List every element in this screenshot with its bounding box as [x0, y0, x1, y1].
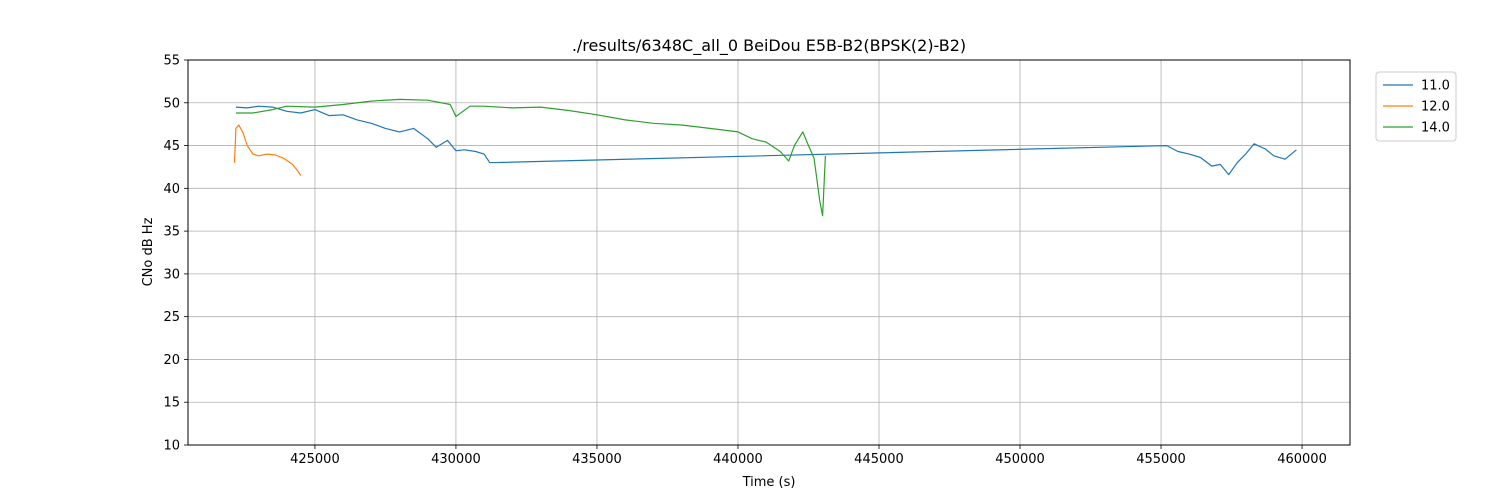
- legend-label: 12.0: [1421, 100, 1450, 115]
- series-line-14-0: [235, 98, 826, 217]
- plot-frame: [187, 59, 1351, 446]
- series-line-12-0: [233, 124, 302, 176]
- x-tick-label: 445000: [854, 452, 904, 467]
- x-axis-label: Time (s): [742, 475, 796, 490]
- ticks: 425000 430000 435000 440000 445000 450000 4550…: [163, 54, 1326, 468]
- legend-label: 11.0: [1421, 79, 1450, 94]
- legend: 11.0 12.0 14.0: [1375, 71, 1457, 142]
- series-layer: [233, 98, 1297, 217]
- y-tick-label: 40: [163, 182, 180, 197]
- legend-label: 14.0: [1421, 121, 1450, 136]
- chart-title: ./results/6348C_all_0 BeiDou E5B-B2(BPSK…: [572, 36, 966, 56]
- y-tick-label: 50: [163, 96, 180, 111]
- y-tick-label: 10: [163, 439, 180, 454]
- y-tick-label: 15: [163, 396, 180, 411]
- y-tick-label: 45: [163, 139, 180, 154]
- x-tick-label: 425000: [290, 452, 340, 467]
- x-tick-label: 450000: [995, 452, 1045, 467]
- y-tick-label: 20: [163, 353, 180, 368]
- x-tick-label: 430000: [431, 452, 481, 467]
- x-tick-label: 435000: [572, 452, 622, 467]
- y-tick-label: 25: [163, 310, 180, 325]
- x-tick-label: 440000: [713, 452, 763, 467]
- x-tick-label: 460000: [1277, 452, 1327, 467]
- y-tick-label: 30: [163, 267, 180, 282]
- y-tick-label: 35: [163, 225, 180, 240]
- series-line-11-0: [235, 105, 1297, 176]
- y-axis-label: CNo dB Hz: [141, 217, 156, 286]
- y-tick-label: 55: [163, 54, 180, 69]
- x-tick-label: 455000: [1136, 452, 1186, 467]
- legend-box: [1375, 71, 1457, 142]
